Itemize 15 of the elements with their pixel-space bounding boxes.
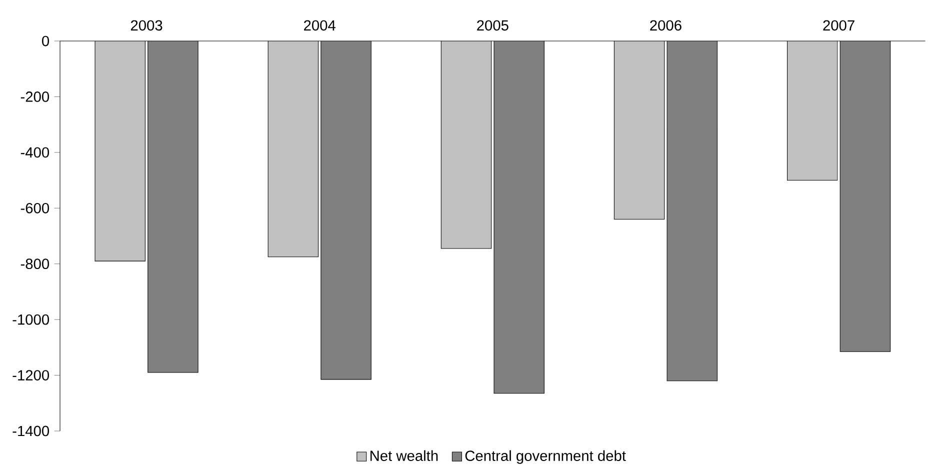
y-tick-label: -600 (20, 202, 50, 214)
y-tick-label: -1400 (12, 426, 50, 436)
x-tick-label: 2007 (823, 20, 854, 31)
y-tick-label: -1000 (12, 314, 50, 325)
legend-label: Net wealth (370, 450, 438, 462)
x-tick-label: 2006 (650, 20, 682, 31)
legend-label: Central government debt (465, 450, 626, 464)
y-tick-label: -200 (20, 92, 50, 102)
y-tick-label: -400 (20, 147, 50, 158)
x-tick-label: 2003 (130, 20, 162, 31)
x-tick-label: 2005 (477, 20, 508, 31)
x-tick-label: 2004 (304, 20, 336, 31)
y-tick-label: -800 (20, 258, 50, 270)
y-tick-label: -1200 (12, 370, 50, 380)
y-tick-label: 0 (42, 36, 50, 46)
